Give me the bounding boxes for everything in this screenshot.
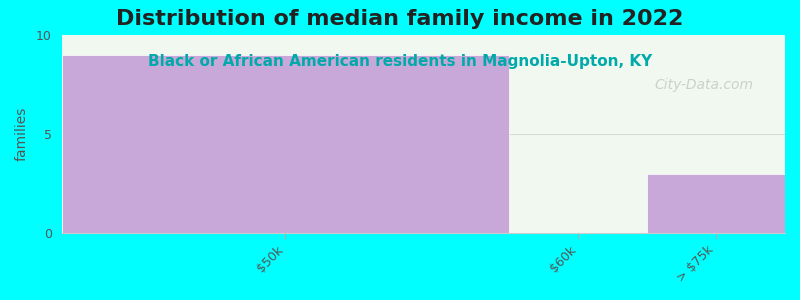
Bar (647, 174, 785, 233)
Text: Distribution of median family income in 2022: Distribution of median family income in … (116, 9, 684, 29)
Bar (62, 55, 510, 233)
Text: Black or African American residents in Magnolia-Upton, KY: Black or African American residents in M… (148, 54, 652, 69)
Y-axis label: families: families (15, 107, 29, 161)
Text: City-Data.com: City-Data.com (654, 77, 754, 92)
